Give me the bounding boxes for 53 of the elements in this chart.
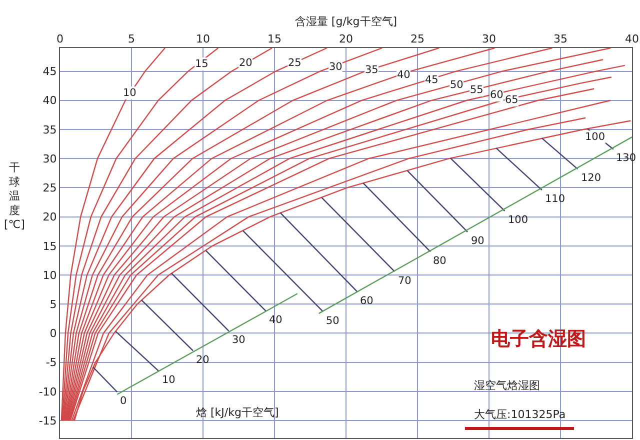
annotation: 电子含湿图 xyxy=(491,328,586,350)
y-tick-label: 25 xyxy=(42,182,57,195)
annotation: 20 xyxy=(239,57,252,69)
series-label: 40 xyxy=(269,314,282,326)
y-tick-label: 10 xyxy=(42,268,57,282)
y-tick-label: 40 xyxy=(42,94,57,108)
x-tick-label: 20 xyxy=(339,32,353,46)
x-axis-title: 含湿量 [g/kg干空气] xyxy=(294,15,398,28)
series-label: 60 xyxy=(360,295,374,307)
series-label: 120 xyxy=(581,172,602,184)
y-tick-label: 5 xyxy=(50,298,57,311)
annotation: 大气压:101325Pa xyxy=(474,408,566,421)
x-tick-label: 30 xyxy=(482,32,496,46)
annotation: 45 xyxy=(425,74,438,86)
annotation: 60 xyxy=(490,89,504,101)
annotation: 焓 [kJ/kg干空气] xyxy=(196,406,279,419)
y-tick-label: -5 xyxy=(46,356,57,370)
series-label: 30 xyxy=(232,334,246,346)
x-tick-label: 15 xyxy=(268,32,282,46)
y-tick-label: 20 xyxy=(42,210,57,224)
y-tick-label: 30 xyxy=(42,152,57,166)
x-tick-label: 35 xyxy=(554,32,568,46)
series-label: 0 xyxy=(120,395,127,407)
series-label: 70 xyxy=(398,275,412,287)
annotation: 湿空气焓湿图 xyxy=(474,379,540,392)
annotation: 40 xyxy=(397,69,410,81)
series-label: 50 xyxy=(326,315,340,327)
annotation: 30 xyxy=(329,61,342,73)
series-label: 80 xyxy=(433,255,446,267)
series-label: 90 xyxy=(471,235,484,247)
annotation: 15 xyxy=(195,58,208,70)
annotation: 65 xyxy=(505,94,518,106)
annotation: 10 xyxy=(123,87,136,99)
x-tick-label: 5 xyxy=(128,32,135,46)
x-tick-label: 40 xyxy=(625,32,639,46)
y-tick-label: 0 xyxy=(50,327,57,340)
annotation: 35 xyxy=(365,64,378,76)
y-tick-label: 35 xyxy=(42,123,57,136)
annotation: 50 xyxy=(450,79,464,91)
x-tick-label: 10 xyxy=(196,32,210,46)
y-tick-label: -10 xyxy=(38,385,57,398)
series-label: 10 xyxy=(162,374,176,386)
y-tick-label: 15 xyxy=(42,240,57,253)
x-tick-label: 25 xyxy=(410,32,424,46)
annotation: 55 xyxy=(470,84,484,96)
y-axis-title: 干球温度 [℃] xyxy=(4,161,25,232)
annotation: 100 xyxy=(585,131,606,143)
series-label: 20 xyxy=(196,354,210,366)
y-tick-label: 45 xyxy=(42,65,57,78)
annotation: 25 xyxy=(288,57,302,69)
y-tick-label: -15 xyxy=(38,414,57,428)
series-label: 110 xyxy=(545,193,566,205)
series-label: 100 xyxy=(508,214,528,226)
